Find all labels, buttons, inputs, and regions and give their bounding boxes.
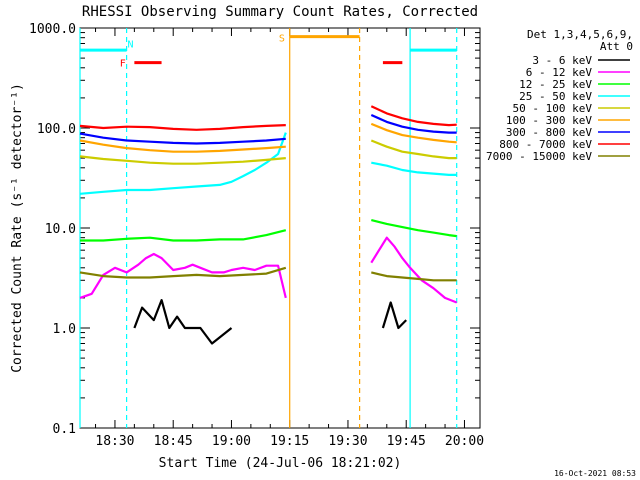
series-line bbox=[79, 139, 286, 153]
legend-header-line1: Det 1,3,4,5,6,9, bbox=[527, 28, 633, 41]
legend-entry-label: 3 - 6 keV bbox=[532, 54, 592, 67]
y-tick-label: 1000.0 bbox=[29, 22, 76, 37]
timestamp: 16-Oct-2021 08:53 bbox=[554, 469, 636, 478]
flag-label: S bbox=[279, 34, 285, 45]
legend-entry-label: 800 - 7000 keV bbox=[499, 138, 592, 151]
series-line bbox=[79, 252, 287, 299]
series-line bbox=[381, 301, 407, 330]
chart-title: RHESSI Observing Summary Count Rates, Co… bbox=[82, 4, 478, 20]
x-tick-label: 19:30 bbox=[328, 434, 367, 449]
x-tick-label: 19:15 bbox=[270, 434, 309, 449]
flag-label: N bbox=[127, 39, 133, 50]
series-line bbox=[79, 132, 286, 145]
y-tick-label: 0.1 bbox=[53, 422, 76, 437]
series-line bbox=[80, 229, 287, 242]
series-line bbox=[370, 122, 457, 144]
x-tick-label: 18:45 bbox=[154, 434, 193, 449]
legend-entry-label: 12 - 25 keV bbox=[519, 78, 592, 91]
legend-entry-label: 6 - 12 keV bbox=[526, 66, 593, 79]
series-line bbox=[370, 105, 457, 127]
series-line bbox=[370, 236, 458, 304]
series-line bbox=[370, 139, 457, 160]
legend-header-line2: Att 0 bbox=[600, 40, 633, 53]
legend-entry-label: 300 - 800 keV bbox=[506, 126, 592, 139]
x-tick-label: 18:30 bbox=[95, 434, 134, 449]
series-line bbox=[79, 132, 287, 195]
legend-entry-label: 100 - 300 keV bbox=[506, 114, 592, 127]
legend-entry-label: 7000 - 15000 keV bbox=[486, 150, 592, 163]
plot-frame bbox=[79, 27, 481, 429]
y-tick-label: 100.0 bbox=[37, 122, 76, 137]
legend-entry-label: 50 - 100 keV bbox=[513, 102, 593, 115]
legend-entry-label: 25 - 50 keV bbox=[519, 90, 592, 103]
plot-area: 18:30 18:45 19:00 19:15 19:30 19:45 20:00 0.1 1.… bbox=[29, 22, 484, 449]
series-line bbox=[371, 161, 457, 176]
y-axis-label: Corrected Count Rate (s⁻¹ detector⁻¹) bbox=[10, 83, 25, 373]
y-tick-label: 10.0 bbox=[45, 222, 76, 237]
x-tick-label: 19:00 bbox=[212, 434, 251, 449]
series-line bbox=[133, 299, 233, 345]
series-line bbox=[371, 219, 457, 238]
x-axis-label: Start Time (24-Jul-06 18:21:02) bbox=[159, 456, 402, 471]
series-line bbox=[371, 271, 457, 282]
series-line bbox=[79, 155, 286, 165]
series-line bbox=[79, 266, 287, 279]
x-tick-label: 20:00 bbox=[445, 434, 484, 449]
series-line bbox=[79, 124, 286, 131]
series-line bbox=[370, 113, 457, 134]
y-tick-label: 1.0 bbox=[53, 322, 76, 337]
x-tick-label: 19:45 bbox=[387, 434, 426, 449]
flag-label: F bbox=[120, 59, 126, 70]
